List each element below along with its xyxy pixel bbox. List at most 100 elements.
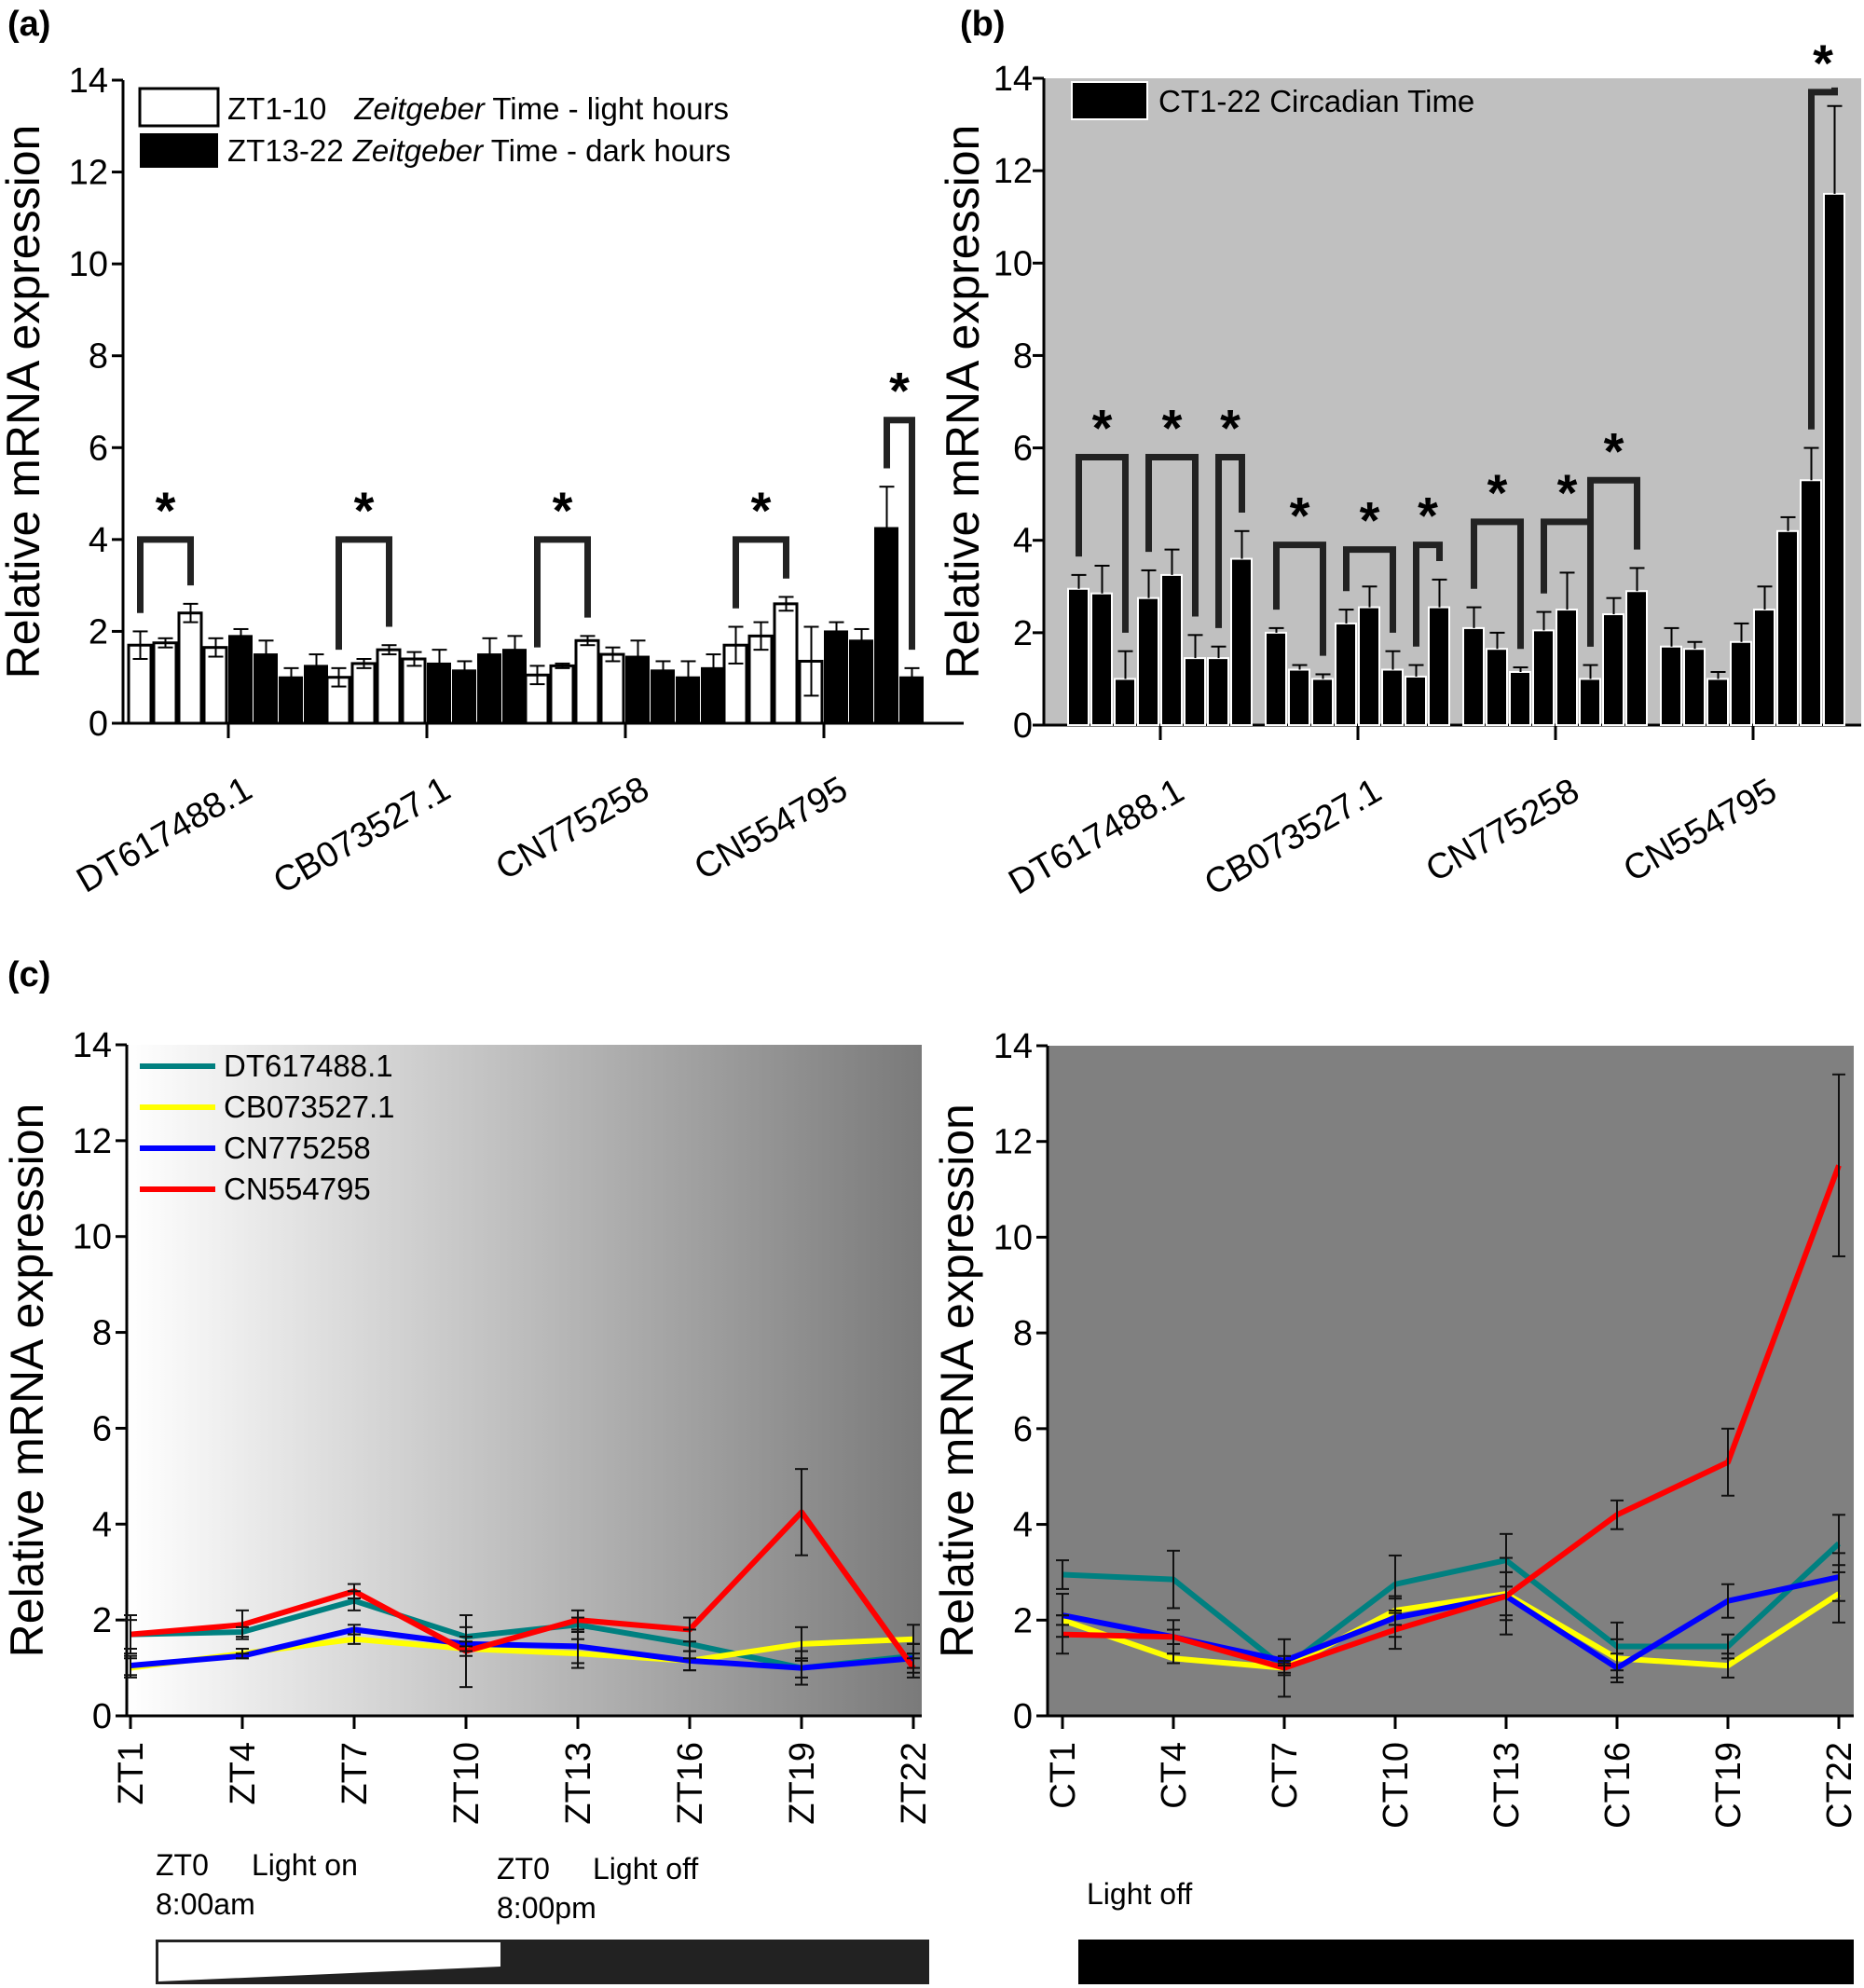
- x-tick-label: CT16: [1598, 1742, 1638, 1829]
- note-light-on: Light on: [252, 1848, 358, 1882]
- significance-bracket: [1471, 518, 1524, 650]
- y-tick-label: 8: [92, 1314, 112, 1353]
- light-period-bar: [158, 1942, 500, 1981]
- bar: [1532, 629, 1555, 727]
- light-schedule-left: ZT0 Light on 8:00am ZT0 Light off 8:00pm: [156, 1848, 929, 1984]
- significance-star: *: [1604, 421, 1624, 480]
- y-tick-label: 0: [89, 705, 108, 744]
- bar: [1823, 192, 1845, 726]
- bar: [1114, 678, 1136, 727]
- bar: [651, 669, 675, 724]
- x-tick-label: ZT4: [224, 1742, 263, 1805]
- bar: [1486, 648, 1508, 727]
- significance-star: *: [1290, 487, 1310, 545]
- bar: [427, 662, 451, 725]
- bar: [849, 639, 873, 724]
- y-tick-label: 0: [92, 1697, 112, 1736]
- bar: [1207, 657, 1229, 726]
- bar: [701, 666, 725, 724]
- significance-bracket: [1145, 453, 1199, 617]
- y-tick-label: 2: [92, 1601, 112, 1640]
- bar: [228, 635, 253, 724]
- bar: [1090, 592, 1113, 726]
- significance-star: *: [1487, 463, 1508, 522]
- x-tick-label: CT19: [1709, 1742, 1748, 1829]
- x-tick-label: CB073527.1: [267, 769, 458, 901]
- note-8am: 8:00am: [156, 1887, 255, 1921]
- bar: [1730, 640, 1752, 726]
- bar: [1706, 678, 1729, 727]
- bar: [676, 676, 700, 725]
- x-tick-label: CN554795: [1617, 771, 1783, 889]
- bar: [279, 676, 303, 725]
- significance-star: *: [889, 362, 910, 420]
- y-tick-label: 8: [1013, 1314, 1033, 1353]
- y-axis-label: Relative mRNA expression: [1, 1104, 53, 1658]
- significance-star: *: [1813, 34, 1833, 92]
- series-line: [1062, 1541, 1842, 1671]
- bar: [1776, 529, 1799, 726]
- y-tick-label: 12: [69, 154, 108, 193]
- legend-swatch-light: [138, 87, 220, 128]
- x-tick-label: ZT1: [112, 1742, 151, 1805]
- y-tick-label: 6: [1013, 1410, 1033, 1449]
- bar: [625, 655, 650, 724]
- significance-bracket: [1413, 542, 1443, 647]
- bar: [152, 641, 178, 725]
- x-tick-label: ZT10: [447, 1742, 487, 1825]
- x-tick-label: CB073527.1: [1199, 771, 1389, 903]
- y-tick-label: 10: [994, 244, 1033, 283]
- note-light-off: Light off: [593, 1852, 698, 1885]
- y-tick-label: 2: [1013, 614, 1033, 653]
- panel-label-b: (b): [960, 5, 1006, 44]
- bar: [1358, 606, 1380, 726]
- bar: [1556, 609, 1578, 726]
- significance-bracket: [1808, 87, 1838, 430]
- x-tick-label: ZT22: [895, 1742, 934, 1825]
- y-tick-label: 0: [1013, 706, 1033, 746]
- y-tick-label: 14: [994, 60, 1033, 99]
- panel-c-right-chart: 0 2 4 6 8 10 12 14 Relative mRNA expression CT1 CT…: [931, 1027, 1859, 1829]
- bar: [1230, 557, 1253, 726]
- y-tick-label: 4: [1013, 1506, 1033, 1545]
- significance-star: *: [1360, 491, 1380, 550]
- x-tick-label: CN775258: [1419, 771, 1585, 889]
- y-tick-label: 4: [89, 521, 108, 560]
- bar: [1509, 670, 1531, 726]
- significance-bracket: [884, 417, 915, 651]
- bar: [1602, 613, 1624, 726]
- legend-a: ZT1-10 Zeitgeber Time - light hours ZT13-…: [138, 87, 731, 168]
- significance-star: *: [1162, 398, 1183, 457]
- significance-bracket: [534, 536, 591, 648]
- significance-star: *: [1557, 463, 1578, 522]
- significance-star: *: [1220, 398, 1240, 457]
- bar: [549, 664, 575, 725]
- x-tick-label: CN775258: [489, 769, 655, 887]
- bar: [350, 662, 377, 725]
- bar: [1288, 668, 1310, 726]
- note-zt0-off: ZT0: [497, 1852, 550, 1885]
- bar: [1137, 596, 1159, 727]
- significance-star: *: [751, 481, 772, 540]
- significance-star: *: [156, 481, 176, 540]
- bar: [874, 527, 898, 724]
- bar: [304, 665, 328, 725]
- bar: [1462, 626, 1485, 727]
- y-tick-label: 2: [89, 612, 108, 651]
- note-8pm: 8:00pm: [497, 1891, 596, 1925]
- dark-period-bar: [1078, 1940, 1854, 1984]
- y-tick-label: 14: [73, 1026, 112, 1065]
- bar: [1405, 675, 1427, 727]
- y-tick-label: 12: [994, 1123, 1033, 1162]
- series-line: [130, 1626, 914, 1671]
- y-tick-label: 6: [1013, 430, 1033, 469]
- significance-star: *: [553, 481, 573, 540]
- significance-bracket: [1076, 453, 1129, 633]
- bar: [177, 611, 203, 725]
- bar: [773, 602, 799, 725]
- y-tick-label: 4: [1013, 522, 1033, 561]
- significance-bracket: [1343, 546, 1396, 633]
- significance-bracket: [733, 536, 789, 609]
